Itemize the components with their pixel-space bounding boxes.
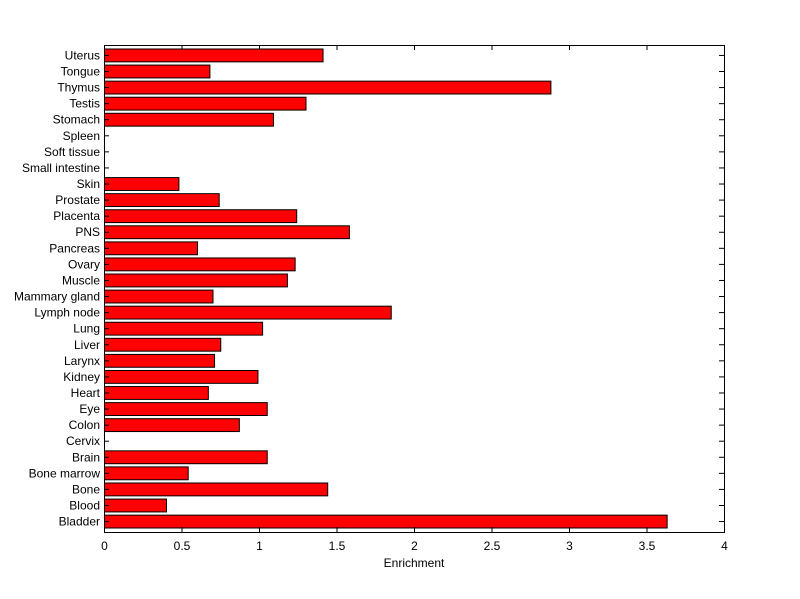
y-tick-label: Bone <box>72 482 100 496</box>
bar-blood <box>104 498 167 513</box>
bar-testis <box>104 96 307 111</box>
bar-tongue <box>104 64 211 79</box>
tick-labels-group: Bladder Blood Bone Bone marrow Brain Cervix Co… <box>14 48 728 553</box>
y-tick-label: Mammary gland <box>14 290 100 304</box>
y-tick-label: PNS <box>75 225 100 239</box>
bar-bone <box>104 482 329 497</box>
bar-brain <box>104 450 268 465</box>
x-tick-label: 0.5 <box>174 539 191 553</box>
y-tick-label: Liver <box>74 338 100 352</box>
y-tick-label: Heart <box>71 386 101 400</box>
y-tick-label: Pancreas <box>49 241 100 255</box>
x-tick-label: 3.5 <box>639 539 656 553</box>
y-tick-label: Colon <box>69 418 100 432</box>
y-tick-label: Small intestine <box>22 161 100 175</box>
bar-muscle <box>104 273 288 288</box>
x-tick-label: 4 <box>721 539 728 553</box>
bar-liver <box>104 337 222 352</box>
y-tick-label: Lung <box>73 322 100 336</box>
bar-colon <box>104 418 240 433</box>
bar-larynx <box>104 353 216 368</box>
y-tick-label: Larynx <box>64 354 100 368</box>
x-tick-label: 1 <box>256 539 263 553</box>
bar-ovary <box>104 257 296 272</box>
x-tick-label: 3 <box>566 539 573 553</box>
y-tick-label: Bladder <box>59 515 100 529</box>
bar-pns <box>104 225 350 240</box>
bars-group <box>104 48 668 529</box>
y-tick-label: Eye <box>79 402 100 416</box>
y-tick-label: Ovary <box>68 257 100 271</box>
y-tick-label: Lymph node <box>34 306 100 320</box>
bar-kidney <box>104 369 259 384</box>
x-tick-label: 2 <box>411 539 418 553</box>
y-tick-label: Muscle <box>62 273 100 287</box>
y-tick-label: Placenta <box>53 209 100 223</box>
bar-stomach <box>104 112 274 127</box>
bar-mammary-gland <box>104 289 214 304</box>
y-tick-label: Testis <box>69 97 100 111</box>
y-tick-label: Blood <box>69 498 100 512</box>
y-tick-label: Brain <box>72 450 100 464</box>
bar-skin <box>104 177 180 191</box>
x-tick-label: 0 <box>101 539 108 553</box>
x-tick-label: 2.5 <box>484 539 501 553</box>
x-tick-label: 1.5 <box>329 539 346 553</box>
y-tick-label: Skin <box>77 177 100 191</box>
y-tick-label: Prostate <box>55 193 100 207</box>
bar-placenta <box>104 209 298 224</box>
y-tick-label: Spleen <box>63 129 100 143</box>
y-tick-label: Soft tissue <box>44 145 100 159</box>
bar-bladder <box>104 514 668 529</box>
bar-eye <box>104 402 268 416</box>
y-tick-label: Cervix <box>66 434 100 448</box>
x-axis-label: Enrichment <box>384 556 445 570</box>
y-tick-label: Bone marrow <box>29 466 101 480</box>
bar-pancreas <box>104 241 198 256</box>
bar-lung <box>104 321 264 336</box>
bar-uterus <box>104 48 324 63</box>
bar-thymus <box>104 80 552 95</box>
bar-heart <box>104 386 209 400</box>
ticks-group <box>104 45 725 532</box>
y-tick-label: Uterus <box>65 48 100 62</box>
bar-prostate <box>104 193 220 208</box>
bar-bone-marrow <box>104 466 189 481</box>
y-tick-label: Kidney <box>63 370 100 384</box>
y-tick-label: Tongue <box>61 65 101 79</box>
y-tick-label: Thymus <box>57 81 100 95</box>
y-tick-label: Stomach <box>53 113 100 127</box>
bar-lymph-node <box>104 305 392 320</box>
